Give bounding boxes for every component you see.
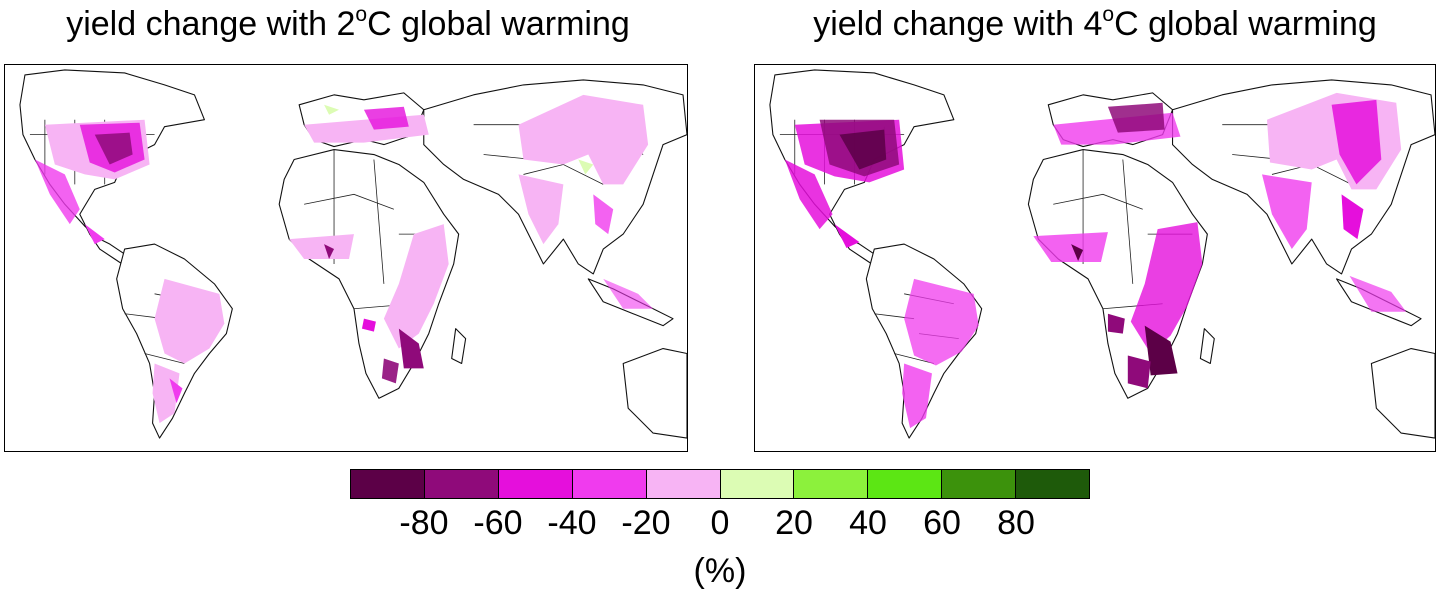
colorbar-tick-label: 60 bbox=[923, 504, 961, 542]
colorbar-swatch-0 bbox=[351, 470, 425, 498]
colorbar-tick-label: 80 bbox=[997, 504, 1035, 542]
colorbar-swatch-4 bbox=[646, 470, 721, 498]
world-map bbox=[755, 65, 1435, 451]
yield-change-4c bbox=[784, 92, 1407, 429]
map-4c-warming bbox=[754, 64, 1436, 452]
colorbar-legend bbox=[350, 469, 1090, 499]
yield-change-2c bbox=[34, 94, 654, 424]
colorbar-tick-label: 0 bbox=[710, 504, 730, 542]
colorbar-swatch-5 bbox=[720, 470, 795, 498]
colorbar-tick-label: -60 bbox=[473, 504, 523, 542]
colorbar-swatch-2 bbox=[498, 470, 573, 498]
colorbar-swatch-6 bbox=[794, 470, 869, 498]
panel-title-4c: yield change with 4oC global warming bbox=[813, 3, 1377, 43]
colorbar-tick-label: 20 bbox=[775, 504, 813, 542]
colorbar-tick-label: -40 bbox=[547, 504, 597, 542]
colorbar-swatch-1 bbox=[424, 470, 499, 498]
colorbar-tick-label: -20 bbox=[621, 504, 671, 542]
colorbar-tick-label: 40 bbox=[849, 504, 887, 542]
colorbar-unit-label: (%) bbox=[693, 552, 747, 590]
colorbar-swatch-7 bbox=[868, 470, 943, 498]
panel-title-2c: yield change with 2oC global warming bbox=[66, 3, 630, 43]
world-map bbox=[5, 65, 687, 451]
colorbar-swatch-3 bbox=[572, 470, 647, 498]
map-2c-warming bbox=[4, 64, 688, 452]
colorbar-tick-label: -80 bbox=[399, 504, 449, 542]
colorbar-swatch-8 bbox=[942, 470, 1017, 498]
colorbar-swatch-9 bbox=[1016, 470, 1090, 498]
